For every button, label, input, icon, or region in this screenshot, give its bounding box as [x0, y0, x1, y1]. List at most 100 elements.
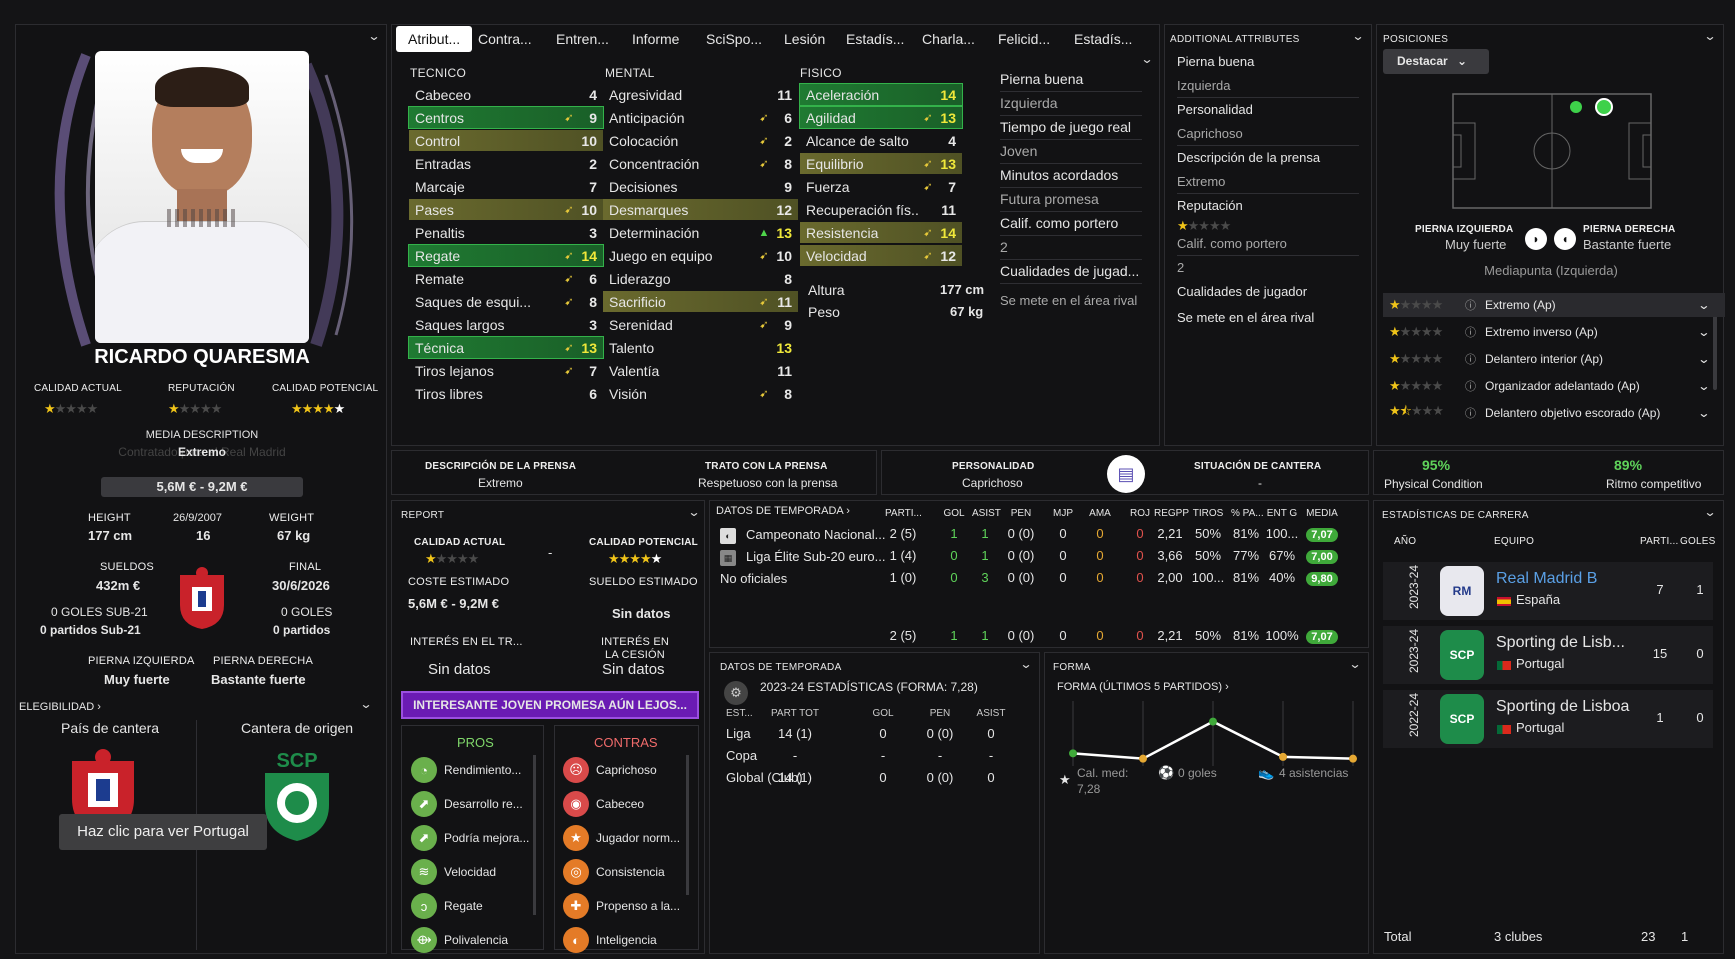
attr-mental-row[interactable]: Juego en equipo ➹ 10 — [603, 245, 798, 266]
career-row[interactable] — [1383, 562, 1713, 620]
tab-9[interactable]: Estadís... — [1074, 31, 1133, 47]
chevron-down-icon[interactable]: ⌄ — [1697, 352, 1711, 366]
form-point[interactable] — [1139, 754, 1147, 763]
attr-tecnico-row[interactable]: Cabeceo 4 — [409, 84, 603, 105]
contras-scrollbar[interactable] — [686, 755, 689, 895]
career-row[interactable] — [1383, 690, 1713, 748]
info-icon[interactable]: ⓘ — [1465, 381, 1476, 393]
attr-mental-row[interactable]: Liderazgo 8 — [603, 268, 798, 289]
chevron-down-icon[interactable]: ⌄ — [1351, 29, 1365, 43]
chevron-down-icon[interactable]: ⌄ — [359, 697, 373, 711]
attr-tecnico-row[interactable]: Tiros lejanos ➹ 7 — [409, 360, 603, 381]
tab-5[interactable]: Lesión — [784, 31, 826, 47]
roles-scrollbar[interactable] — [1713, 295, 1717, 390]
attr-fisico-row[interactable]: Fuerza ➹ 7 — [800, 176, 962, 197]
sporting-logo[interactable]: SCP — [259, 747, 335, 843]
chevron-down-icon[interactable]: ⌄ — [367, 29, 381, 43]
attr-tecnico-row[interactable]: Tiros libres 6 — [409, 383, 603, 404]
attr-tecnico-row[interactable]: Penaltis 3 — [409, 222, 603, 243]
tab-1[interactable]: Contra... — [478, 31, 532, 47]
form-point[interactable] — [1279, 752, 1287, 761]
attr-mental-row[interactable]: Desmarques 12 — [603, 199, 798, 220]
attr-mental-row[interactable]: Visión ➹ 8 — [603, 383, 798, 404]
chevron-down-icon[interactable]: ⌄ — [687, 505, 701, 519]
attr-tecnico-row[interactable]: Técnica ➹ 13 — [408, 336, 604, 359]
pros-scrollbar[interactable] — [533, 755, 536, 915]
chevron-down-icon[interactable]: ⌄ — [1697, 379, 1711, 393]
role-row[interactable]: ★★★★★ ⓘ Extremo inverso (Ap) ⌄ — [1383, 320, 1725, 344]
career-row[interactable] — [1383, 626, 1713, 684]
eligibility-link[interactable]: ELEGIBILIDAD › — [19, 701, 101, 713]
info-icon[interactable]: ⓘ — [1465, 354, 1476, 366]
pro-item[interactable]: Velocidad — [444, 865, 497, 879]
pro-item[interactable]: Polivalencia — [444, 933, 509, 947]
clipboard-icon[interactable]: ▤ — [1107, 455, 1145, 493]
pro-item[interactable]: Podría mejora... — [444, 831, 530, 845]
attr-fisico-row[interactable]: Agilidad ➹ 13 — [799, 106, 963, 129]
attr-mental-row[interactable]: Colocación ➹ 2 — [603, 130, 798, 151]
info-icon[interactable]: ⓘ — [1465, 327, 1476, 339]
tab-4[interactable]: SciSpo... — [706, 31, 763, 47]
tab-6[interactable]: Estadís... — [846, 31, 905, 47]
attr-tecnico-row[interactable]: Pases ➹ 10 — [409, 199, 603, 220]
role-row[interactable]: ★★★★★ ⓘ Organizador adelantado (Ap) ⌄ — [1383, 374, 1725, 398]
tab-2[interactable]: Entren... — [556, 31, 609, 47]
chevron-down-icon[interactable]: ⌄ — [1697, 298, 1711, 312]
form-point[interactable] — [1069, 749, 1077, 758]
attr-mental-row[interactable]: Anticipación ➹ 6 — [603, 107, 798, 128]
attr-tecnico-row[interactable]: Regate ➹ 14 — [408, 244, 604, 267]
attr-mental-row[interactable]: Sacrificio ➹ 11 — [603, 291, 798, 312]
attr-fisico-row[interactable]: Alcance de salto 4 — [800, 130, 962, 151]
portugal-crest-icon[interactable] — [176, 565, 228, 631]
sporting-logo[interactable]: SCP — [1440, 630, 1484, 680]
attr-tecnico-row[interactable]: Entradas 2 — [409, 153, 603, 174]
attr-tecnico-row[interactable]: Marcaje 7 — [409, 176, 603, 197]
competition-name[interactable]: Campeonato Nacional... — [746, 527, 886, 542]
attr-tecnico-row[interactable]: Remate ➹ 6 — [409, 268, 603, 289]
chevron-down-icon[interactable]: ⌄ — [1140, 52, 1154, 66]
contra-item[interactable]: Caprichoso — [596, 763, 657, 777]
attr-mental-row[interactable]: Serenidad ➹ 9 — [603, 314, 798, 335]
real-madrid-logo[interactable]: RM — [1440, 566, 1484, 616]
attr-tecnico-row[interactable]: Saques largos 3 — [409, 314, 603, 335]
season-title-link[interactable]: DATOS DE TEMPORADA › — [716, 505, 850, 517]
chevron-down-icon[interactable]: ⌄ — [1697, 406, 1711, 420]
pro-item[interactable]: Desarrollo re... — [444, 797, 523, 811]
contra-item[interactable]: Jugador norm... — [596, 831, 681, 845]
attr-tecnico-row[interactable]: Control 10 — [409, 130, 603, 151]
attr-mental-row[interactable]: Talento 13 — [603, 337, 798, 358]
sporting-logo[interactable]: SCP — [1440, 694, 1484, 744]
info-icon[interactable]: ⓘ — [1465, 300, 1476, 312]
attr-fisico-row[interactable]: Equilibrio ➹ 13 — [800, 153, 962, 174]
contra-item[interactable]: Cabeceo — [596, 797, 645, 811]
tab-3[interactable]: Informe — [632, 31, 680, 47]
pro-item[interactable]: Rendimiento... — [444, 763, 522, 777]
form-subtitle-link[interactable]: FORMA (ÚLTIMOS 5 PARTIDOS) › — [1057, 681, 1229, 693]
chevron-down-icon[interactable]: ⌄ — [1697, 325, 1711, 339]
tab-8[interactable]: Felicid... — [998, 31, 1051, 47]
attr-fisico-row[interactable]: Aceleración 14 — [799, 83, 963, 106]
attr-mental-row[interactable]: Concentración ➹ 8 — [603, 153, 798, 174]
role-row[interactable]: ★⯪★★★ ⓘ Delantero objetivo escorado (Ap) ⌄ — [1383, 401, 1725, 425]
attr-mental-row[interactable]: Valentía 11 — [603, 360, 798, 381]
attr-mental-row[interactable]: Decisiones 9 — [603, 176, 798, 197]
competition-name[interactable]: Liga Élite Sub-20 euro... — [746, 549, 886, 564]
role-row[interactable]: ★★★★★ ⓘ Extremo (Ap) ⌄ — [1383, 293, 1725, 317]
career-club[interactable]: Sporting de Lisb... — [1496, 634, 1625, 651]
contra-item[interactable]: Inteligencia — [596, 933, 657, 947]
attr-tecnico-row[interactable]: Saques de esqui... ➹ 8 — [409, 291, 603, 312]
attr-tecnico-row[interactable]: Centros ➹ 9 — [408, 106, 604, 129]
form-point[interactable] — [1349, 754, 1357, 763]
role-row[interactable]: ★★★★★ ⓘ Delantero interior (Ap) ⌄ — [1383, 347, 1725, 371]
chevron-down-icon[interactable]: ⌄ — [1348, 657, 1362, 671]
career-club[interactable]: Real Madrid B — [1496, 570, 1598, 587]
competition-name[interactable]: No oficiales — [720, 571, 788, 586]
form-point[interactable] — [1209, 717, 1217, 726]
tab-7[interactable]: Charla... — [922, 31, 975, 47]
attr-fisico-row[interactable]: Velocidad ➹ 12 — [800, 245, 962, 266]
attr-mental-row[interactable]: Agresividad 11 — [603, 84, 798, 105]
attr-fisico-row[interactable]: Recuperación fís... 11 — [800, 199, 962, 220]
chevron-down-icon[interactable]: ⌄ — [1703, 29, 1717, 43]
destacar-button[interactable]: Destacar ⌄ — [1383, 49, 1489, 74]
career-club[interactable]: Sporting de Lisboa — [1496, 698, 1630, 715]
